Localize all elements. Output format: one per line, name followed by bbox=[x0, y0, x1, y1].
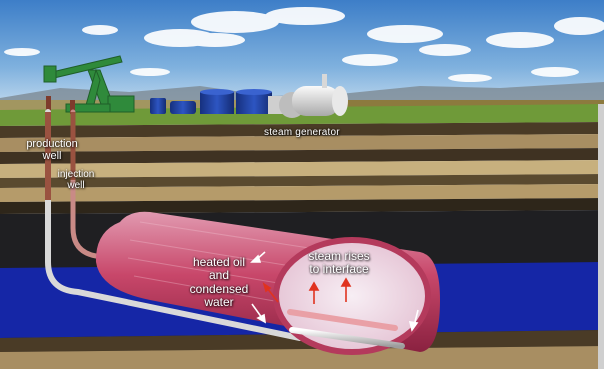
clouds bbox=[4, 7, 604, 82]
chamber-interior bbox=[276, 240, 428, 352]
production-wellhead bbox=[46, 96, 51, 114]
stratum-1 bbox=[0, 122, 604, 138]
heated-oil-label: heated oil and condensed water bbox=[189, 255, 249, 310]
stratum-2 bbox=[0, 134, 604, 152]
stratum-6 bbox=[0, 184, 604, 202]
production-well-pipe bbox=[45, 109, 303, 341]
injection-well-label: injection well bbox=[57, 169, 95, 191]
producer-lateral bbox=[289, 327, 405, 349]
lower-stratum-2 bbox=[0, 346, 604, 369]
storage-tanks bbox=[150, 89, 272, 114]
condensate-flow-arrows bbox=[250, 251, 419, 332]
section-edge bbox=[598, 104, 604, 369]
stratum-4 bbox=[0, 160, 604, 178]
stratum-3 bbox=[0, 148, 604, 164]
injection-wellhead bbox=[70, 100, 75, 114]
pump-jack bbox=[43, 55, 135, 113]
steam-rises-label: steam rises to interface bbox=[308, 249, 370, 277]
injection-well-pipe bbox=[70, 109, 99, 259]
stratum-7 bbox=[0, 198, 604, 214]
production-well-label: production well bbox=[26, 138, 78, 162]
steam-rise-arrows bbox=[262, 277, 352, 304]
stratum-5 bbox=[0, 174, 604, 188]
steam-generator-label: steam generator bbox=[264, 127, 340, 138]
injector-lateral bbox=[287, 309, 398, 331]
chamber-rim bbox=[273, 237, 431, 355]
steam-generator bbox=[268, 74, 348, 118]
vineyard-strip bbox=[340, 100, 604, 108]
